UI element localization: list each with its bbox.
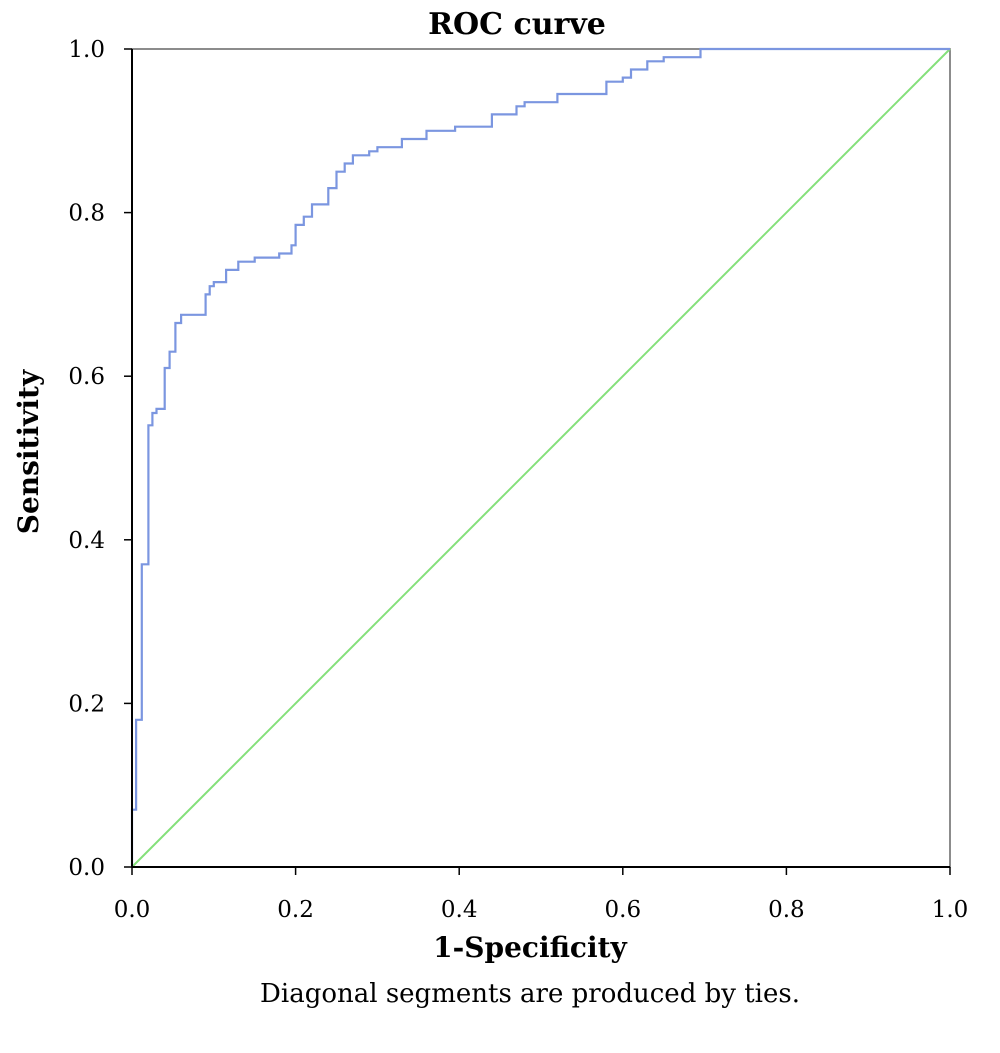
x-tick-label: 0.6 bbox=[605, 897, 642, 923]
y-tick-label: 0.6 bbox=[68, 364, 105, 390]
roc-curve bbox=[130, 47, 950, 867]
y-tick-label: 0.8 bbox=[68, 201, 105, 227]
x-tick-label: 0.2 bbox=[277, 897, 314, 923]
y-tick-label: 0.2 bbox=[68, 691, 105, 717]
x-tick-label: 0.0 bbox=[114, 897, 151, 923]
x-axis-label: 1-Specificity bbox=[433, 931, 627, 964]
reference-line bbox=[131, 48, 951, 868]
y-tick-label: 0.0 bbox=[68, 855, 105, 881]
x-tick-label: 0.4 bbox=[441, 897, 478, 923]
chart-title: ROC curve bbox=[428, 7, 606, 42]
y-axis-label: Sensitivity bbox=[12, 369, 45, 534]
x-tick-label: 0.8 bbox=[768, 897, 805, 923]
y-tick-label: 0.4 bbox=[68, 528, 105, 554]
axis-ticks: 0.0 0.2 0.4 0.6 0.8 1.0 0.0 0.2 0.4 0.6 0.8 1.0 bbox=[68, 37, 968, 923]
chart-footnote: Diagonal segments are produced by ties. bbox=[260, 979, 800, 1009]
x-tick-label: 1.0 bbox=[932, 897, 969, 923]
y-tick-label: 1.0 bbox=[68, 37, 105, 63]
